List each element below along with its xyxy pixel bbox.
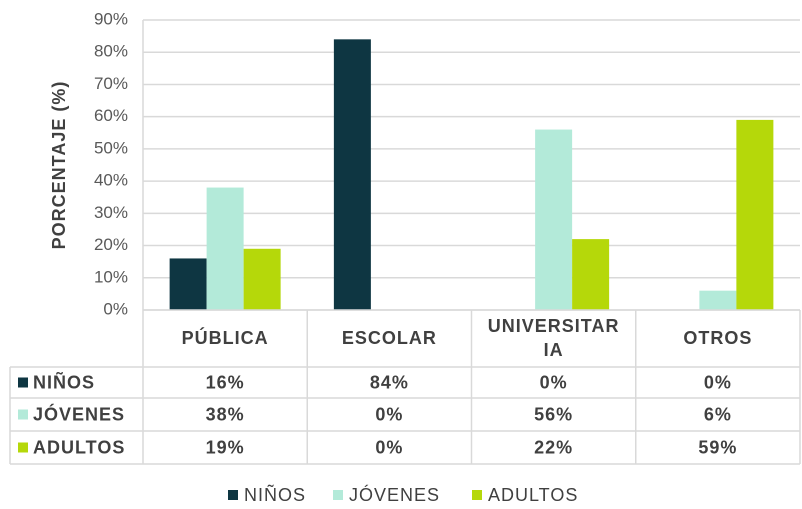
x-tick-label-wrap: PÚBLICA: [150, 310, 300, 366]
y-tick-label: 20%: [94, 235, 128, 254]
x-tick-label: UNIVERSITARIA: [487, 316, 620, 360]
y-tick-label: 0%: [103, 299, 128, 318]
table-cell: 22%: [534, 437, 573, 457]
table-legend-key: [18, 409, 28, 420]
table-legend-key: [18, 442, 28, 453]
table-cell: 59%: [698, 437, 737, 457]
legend-key: [228, 490, 238, 500]
x-tick-label: OTROS: [683, 328, 753, 348]
x-tick-label: PÚBLICA: [181, 328, 269, 348]
bar: [206, 187, 244, 310]
bar: [169, 258, 207, 310]
x-tick-label-wrap: ESCOLAR: [314, 310, 464, 366]
bar: [736, 119, 774, 310]
bar: [333, 39, 371, 310]
table-cell: 16%: [206, 372, 245, 392]
legend-label: ADULTOS: [488, 485, 578, 505]
table-row-label: NIÑOS: [33, 371, 95, 392]
y-tick-label: 30%: [94, 203, 128, 222]
legend-key: [333, 490, 343, 500]
table-cell: 6%: [704, 404, 732, 424]
y-tick-label: 60%: [94, 106, 128, 125]
x-tick-label-wrap: OTROS: [643, 310, 793, 366]
y-tick-label: 70%: [94, 74, 128, 93]
y-tick-label: 80%: [94, 42, 128, 61]
legend-label: NIÑOS: [244, 484, 306, 505]
table-cell: 0%: [375, 437, 403, 457]
x-tick-label-box: ESCOLAR: [314, 310, 464, 366]
bar: [535, 129, 573, 310]
x-tick-label: ESCOLAR: [341, 328, 437, 348]
x-tick-label-box: PÚBLICA: [150, 310, 300, 366]
x-tick-label-wrap: UNIVERSITARIA: [479, 310, 629, 366]
x-tick-label-box: OTROS: [643, 310, 793, 366]
table-cell: 38%: [206, 404, 245, 424]
bar: [572, 239, 610, 310]
table-cell: 0%: [540, 372, 568, 392]
table-row-label: JÓVENES: [33, 403, 125, 424]
y-axis-title: PORCENTAJE (%): [49, 81, 69, 250]
x-tick-label-box: UNIVERSITARIA: [479, 310, 629, 366]
y-tick-label: 90%: [94, 9, 128, 28]
bar: [243, 248, 281, 310]
table-legend-key: [18, 377, 28, 388]
table-cell: 0%: [704, 372, 732, 392]
y-tick-label: 10%: [94, 267, 128, 286]
table-row-label: ADULTOS: [33, 437, 125, 457]
y-tick-label: 50%: [94, 138, 128, 157]
legend-key: [472, 490, 482, 500]
table-cell: 84%: [370, 372, 409, 392]
y-tick-label: 40%: [94, 171, 128, 190]
table-cell: 19%: [206, 437, 245, 457]
legend-label: JÓVENES: [349, 484, 440, 505]
table-cell: 56%: [534, 404, 573, 424]
table-cell: 0%: [375, 404, 403, 424]
bar: [699, 290, 737, 310]
